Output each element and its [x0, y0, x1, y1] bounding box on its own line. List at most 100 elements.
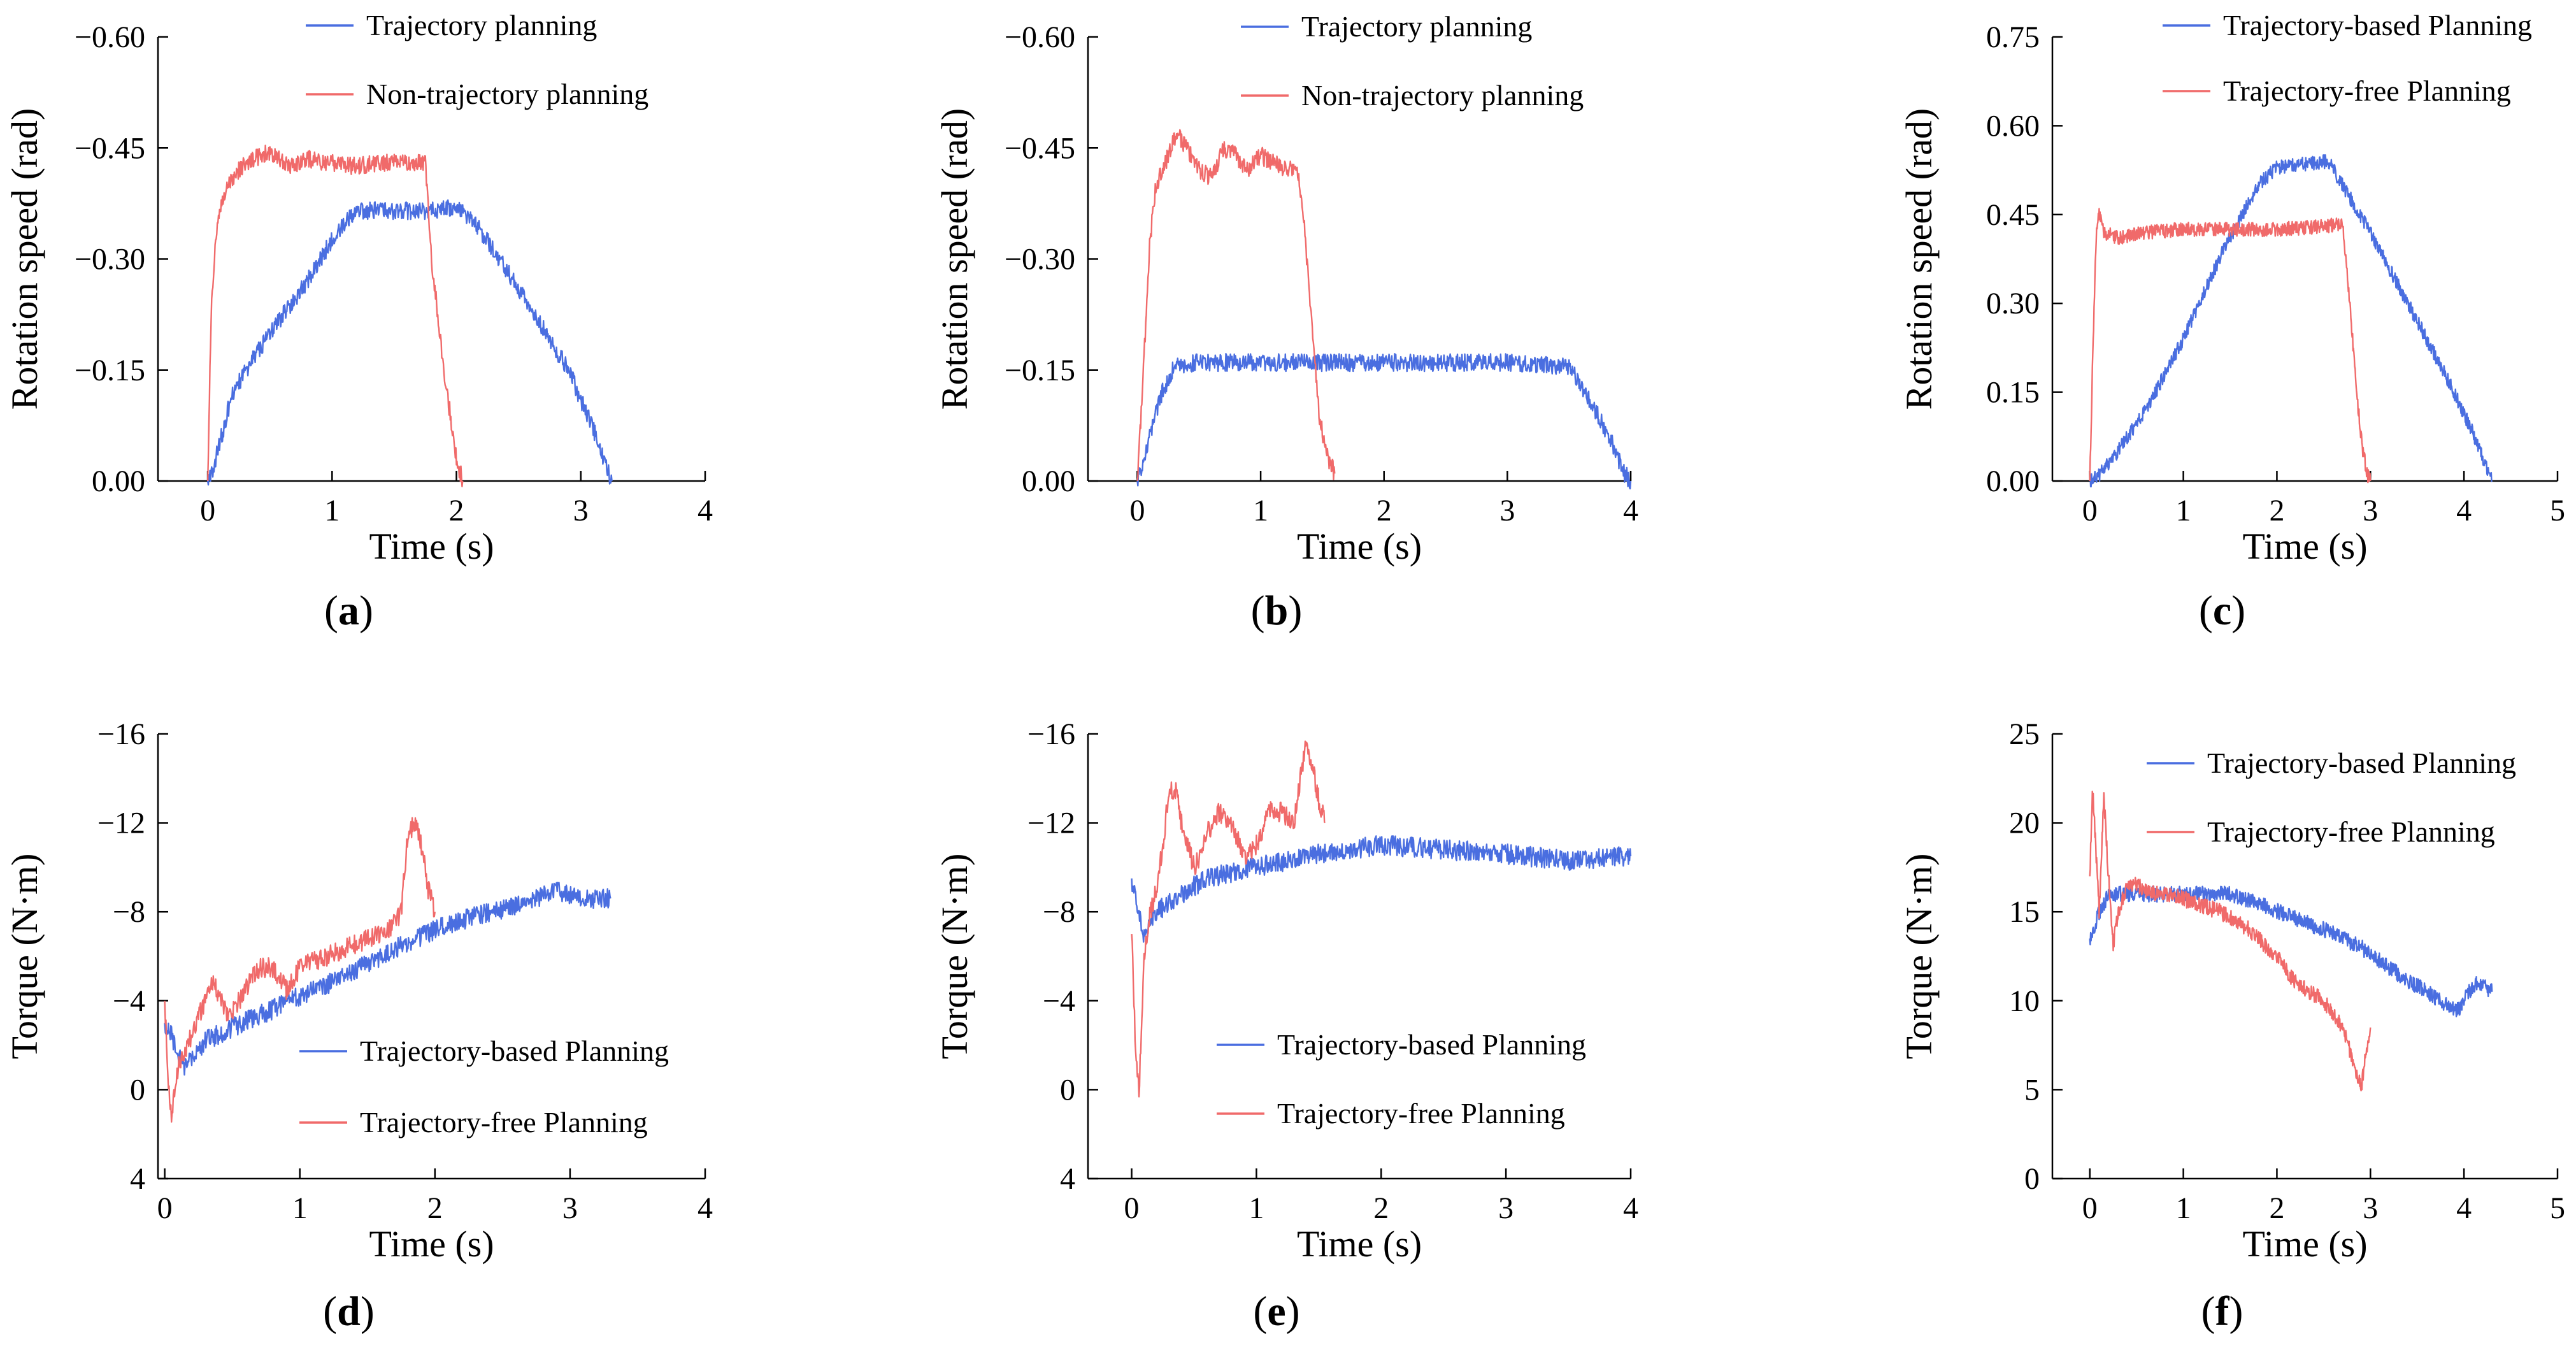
y-tick-label: −0.15	[1005, 354, 1075, 387]
panel-caption: (d)	[323, 1288, 375, 1335]
caption-close: )	[1288, 587, 1302, 634]
legend-label: Trajectory-based Planning	[360, 1035, 669, 1067]
caption-letter: f	[2215, 1288, 2230, 1335]
x-tick-label: 1	[1253, 494, 1268, 528]
x-tick-label: 2	[2269, 494, 2284, 528]
panel-caption: (f)	[2201, 1288, 2243, 1335]
legend-a: Trajectory planning Non-trajectory planni…	[306, 9, 648, 110]
y-tick-label: −16	[1027, 717, 1075, 751]
series-line-red	[164, 817, 436, 1123]
panel-caption: (e)	[1253, 1288, 1299, 1335]
caption-letter: c	[2213, 587, 2231, 634]
x-axis-label: Time (s)	[369, 1223, 494, 1265]
caption-open: (	[324, 587, 338, 634]
y-tick-label: 0	[1060, 1073, 1075, 1107]
panel-b: 0 1 2 3 4 0.00 −0.15 −0.30 −0.45 −0.60 Time (s) Rot…	[934, 10, 1638, 634]
y-tick-label: 25	[2009, 717, 2040, 751]
caption-letter: e	[1267, 1288, 1285, 1335]
legend-c: Trajectory-based Planning Trajectory-free…	[2163, 9, 2532, 107]
x-axis-label: Time (s)	[2242, 526, 2367, 567]
series-line-blue	[206, 199, 613, 486]
legend-label: Trajectory-free Planning	[360, 1106, 648, 1138]
x-tick-label: 1	[324, 494, 340, 528]
legend-b: Trajectory planning Non-trajectory planni…	[1241, 10, 1584, 111]
series-line-red	[1136, 129, 1336, 482]
y-tick-label: 0.00	[1022, 464, 1075, 498]
series-line-blue	[2089, 885, 2493, 1017]
y-tick-label: −0.60	[75, 20, 145, 54]
x-tick-label: 0	[1129, 494, 1145, 528]
y-tick-label: −0.45	[75, 131, 145, 165]
caption-open: (	[323, 1288, 337, 1335]
legend-d: Trajectory-based Planning Trajectory-free…	[299, 1035, 669, 1138]
panel-e: 0 1 2 3 4 4 0 −4 −8 −12 −16 Time (s) Torque (N·m) Tra…	[934, 717, 1638, 1335]
series-line-red	[206, 145, 464, 487]
y-axis-label: Rotation speed (rad)	[1898, 108, 1940, 410]
x-tick-label: 1	[1249, 1191, 1264, 1225]
x-tick-label: 2	[449, 494, 464, 528]
y-tick-label: 0.75	[1986, 20, 2040, 54]
y-tick-label: 0	[2024, 1162, 2040, 1196]
y-tick-label: −12	[97, 807, 145, 840]
x-tick-label: 4	[698, 1191, 713, 1225]
x-tick-label: 4	[2456, 1191, 2472, 1225]
x-tick-label: 3	[1499, 494, 1515, 528]
x-tick-label: 1	[292, 1191, 308, 1225]
x-axis-label: Time (s)	[1297, 526, 1422, 567]
series-line-red	[2089, 208, 2372, 484]
x-tick-label: 3	[2363, 494, 2378, 528]
series-line-blue	[2089, 154, 2493, 488]
y-tick-label: 4	[130, 1162, 145, 1196]
y-axis-label: Rotation speed (rad)	[4, 108, 45, 410]
x-tick-label: 3	[573, 494, 589, 528]
caption-open: (	[2199, 587, 2213, 634]
legend-label: Trajectory-free Planning	[2207, 815, 2495, 848]
series-line-blue	[1131, 835, 1632, 943]
caption-close: )	[361, 1288, 375, 1335]
legend-label: Trajectory-based Planning	[2223, 9, 2532, 41]
series-line-blue	[1136, 353, 1632, 490]
series-line-red	[1131, 740, 1326, 1098]
x-tick-label: 2	[1377, 494, 1392, 528]
y-tick-label: −0.30	[1005, 243, 1075, 276]
x-axis-label: Time (s)	[1297, 1223, 1422, 1265]
y-tick-label: −0.60	[1005, 20, 1075, 54]
caption-open: (	[1253, 1288, 1267, 1335]
legend-label: Non-trajectory planning	[1301, 79, 1584, 111]
caption-open: (	[2201, 1288, 2215, 1335]
panel-caption: (c)	[2199, 587, 2245, 634]
x-tick-label: 0	[2082, 1191, 2098, 1225]
panel-c: 0 1 2 3 4 5 0.00 0.15 0.30 0.45 0.60 0.75 Time (s) Ro…	[1898, 9, 2565, 634]
panel-caption: (b)	[1251, 587, 1303, 634]
legend-label: Trajectory planning	[366, 9, 597, 41]
y-tick-label: 0.30	[1986, 287, 2040, 320]
y-tick-label: 20	[2009, 807, 2040, 840]
x-tick-label: 4	[2456, 494, 2472, 528]
x-tick-label: 5	[2550, 494, 2565, 528]
legend-label: Trajectory planning	[1301, 10, 1532, 43]
y-tick-label: 0.45	[1986, 198, 2040, 232]
y-tick-label: 0.15	[1986, 376, 2040, 410]
caption-close: )	[1286, 1288, 1300, 1335]
x-tick-label: 1	[2176, 1191, 2191, 1225]
legend-label: Trajectory-free Planning	[1277, 1097, 1565, 1130]
caption-letter: d	[337, 1288, 361, 1335]
x-tick-label: 3	[2363, 1191, 2378, 1225]
caption-open: (	[1251, 587, 1265, 634]
caption-close: )	[2231, 587, 2245, 634]
x-axis-label: Time (s)	[2242, 1223, 2367, 1265]
y-tick-label: −8	[1043, 895, 1075, 929]
caption-letter: a	[338, 587, 359, 634]
y-tick-label: −0.45	[1005, 131, 1075, 165]
y-axis-label: Torque (N·m)	[4, 854, 45, 1059]
y-tick-label: 4	[1060, 1162, 1075, 1196]
caption-letter: b	[1265, 587, 1289, 634]
y-tick-label: 5	[2024, 1073, 2040, 1107]
y-tick-label: −8	[113, 895, 145, 929]
caption-close: )	[359, 587, 373, 634]
legend-f: Trajectory-based Planning Trajectory-free…	[2147, 747, 2516, 848]
x-tick-label: 0	[1124, 1191, 1140, 1225]
caption-close: )	[2229, 1288, 2243, 1335]
x-tick-label: 4	[1623, 1191, 1638, 1225]
